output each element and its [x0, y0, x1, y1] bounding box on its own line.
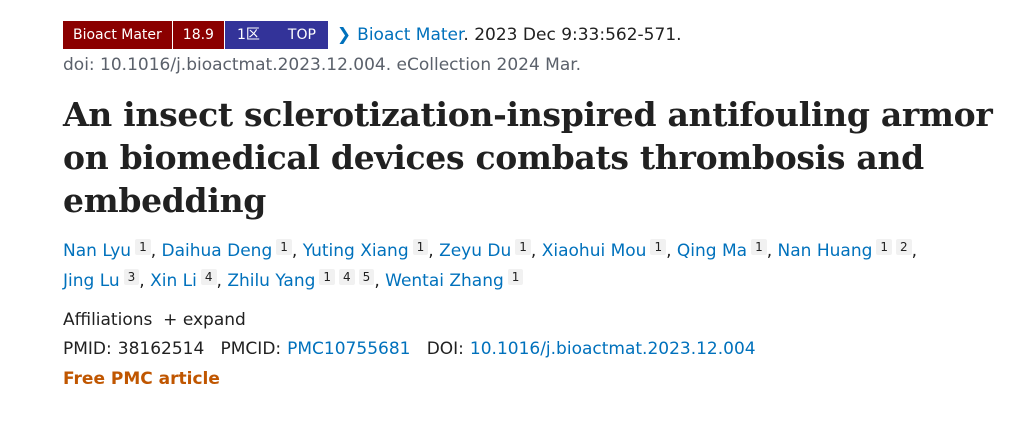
author-link[interactable]: Daihua Deng [161, 241, 273, 261]
journal-badge: Bioact Mater [63, 21, 173, 49]
author-link[interactable]: Nan Lyu [63, 241, 132, 261]
author-link[interactable]: Zhilu Yang [227, 271, 316, 291]
affiliation-ref[interactable]: 1 [412, 239, 429, 255]
author-item: Qing Ma 1, [676, 239, 778, 261]
author-item: Xin Li 4, [150, 269, 228, 291]
author-link[interactable]: Zeyu Du [439, 241, 512, 261]
affiliation-ref[interactable]: 1 [135, 239, 151, 255]
identifiers: PMID: 38162514 PMCID: PMC10755681 DOI: 10.1… [63, 339, 1003, 359]
pmcid-link[interactable]: PMC10755681 [287, 339, 411, 359]
affiliation-ref[interactable]: 1 [319, 269, 336, 285]
article-header: Bioact Mater 18.9 1区 TOP ❯ Bioact Mater. 2… [63, 21, 1003, 389]
author-link[interactable]: Yuting Xiang [302, 241, 409, 261]
doi-link[interactable]: 10.1016/j.bioactmat.2023.12.004 [469, 339, 756, 359]
zone-label: 1区 [236, 27, 260, 43]
affiliation-ref[interactable]: 3 [123, 269, 140, 285]
journal-link[interactable]: Bioact Mater [357, 25, 464, 45]
author-item: Xiaohui Mou 1, [541, 239, 677, 261]
author-link[interactable]: Qing Ma [676, 241, 748, 261]
affiliation-ref[interactable]: 1 [515, 239, 531, 255]
doi-line: doi: 10.1016/j.bioactmat.2023.12.004. eC… [63, 55, 582, 75]
expand-affiliations-button[interactable]: + expand [163, 310, 246, 330]
author-item: Yuting Xiang 1, [302, 239, 440, 261]
author-link[interactable]: Wentai Zhang [385, 271, 504, 291]
citation-line: Bioact Mater 18.9 1区 TOP ❯ Bioact Mater. 2… [63, 21, 1003, 49]
author-item: Nan Huang 1 2, [777, 239, 918, 261]
author-item: Zeyu Du 1, [439, 239, 542, 261]
affiliation-ref[interactable]: 1 [507, 269, 524, 285]
author-item: Zhilu Yang 1 4 5, [227, 269, 386, 291]
affiliation-ref[interactable]: 4 [339, 269, 355, 285]
pmid-label: PMID: [63, 339, 112, 359]
author-item: Jing Lu 3, [63, 269, 151, 291]
impact-factor-badge: 18.9 [172, 21, 225, 49]
affiliation-ref[interactable]: 1 [751, 239, 767, 255]
affiliation-ref[interactable]: 1 [876, 239, 893, 255]
affiliations: Affiliations + expand [63, 310, 1003, 330]
author-list: Nan Lyu 1, Daihua Deng 1, Yuting Xiang 1, Z… [63, 236, 1003, 296]
author-link[interactable]: Xiaohui Mou [541, 241, 647, 261]
citation-details: . 2023 Dec 9:33:562-571. [463, 25, 682, 45]
author-link[interactable]: Xin Li [150, 271, 197, 291]
affiliation-ref[interactable]: 5 [358, 269, 375, 285]
free-pmc-article: Free PMC article [63, 369, 220, 389]
pmcid-label: PMCID: [220, 339, 282, 359]
author-link[interactable]: Nan Huang [777, 241, 873, 261]
zone-badge: 1区 TOP [224, 21, 329, 49]
pmid-value: 38162514 [117, 339, 205, 359]
top-label: TOP [287, 27, 316, 43]
author-item: Daihua Deng 1, [161, 239, 303, 261]
author-item: Nan Lyu 1, [63, 239, 162, 261]
author-link[interactable]: Jing Lu [63, 271, 120, 291]
doi-label: DOI: [426, 339, 464, 359]
affiliation-ref[interactable]: 2 [896, 239, 912, 255]
chevron-right-icon: ❯ [336, 25, 352, 45]
article-title: An insect sclerotization-inspired antifo… [63, 95, 993, 220]
affiliations-label: Affiliations [63, 310, 153, 330]
author-item: Wentai Zhang 1 [385, 269, 524, 291]
affiliation-ref[interactable]: 1 [276, 239, 292, 255]
affiliation-ref[interactable]: 1 [650, 239, 667, 255]
affiliation-ref[interactable]: 4 [200, 269, 217, 285]
